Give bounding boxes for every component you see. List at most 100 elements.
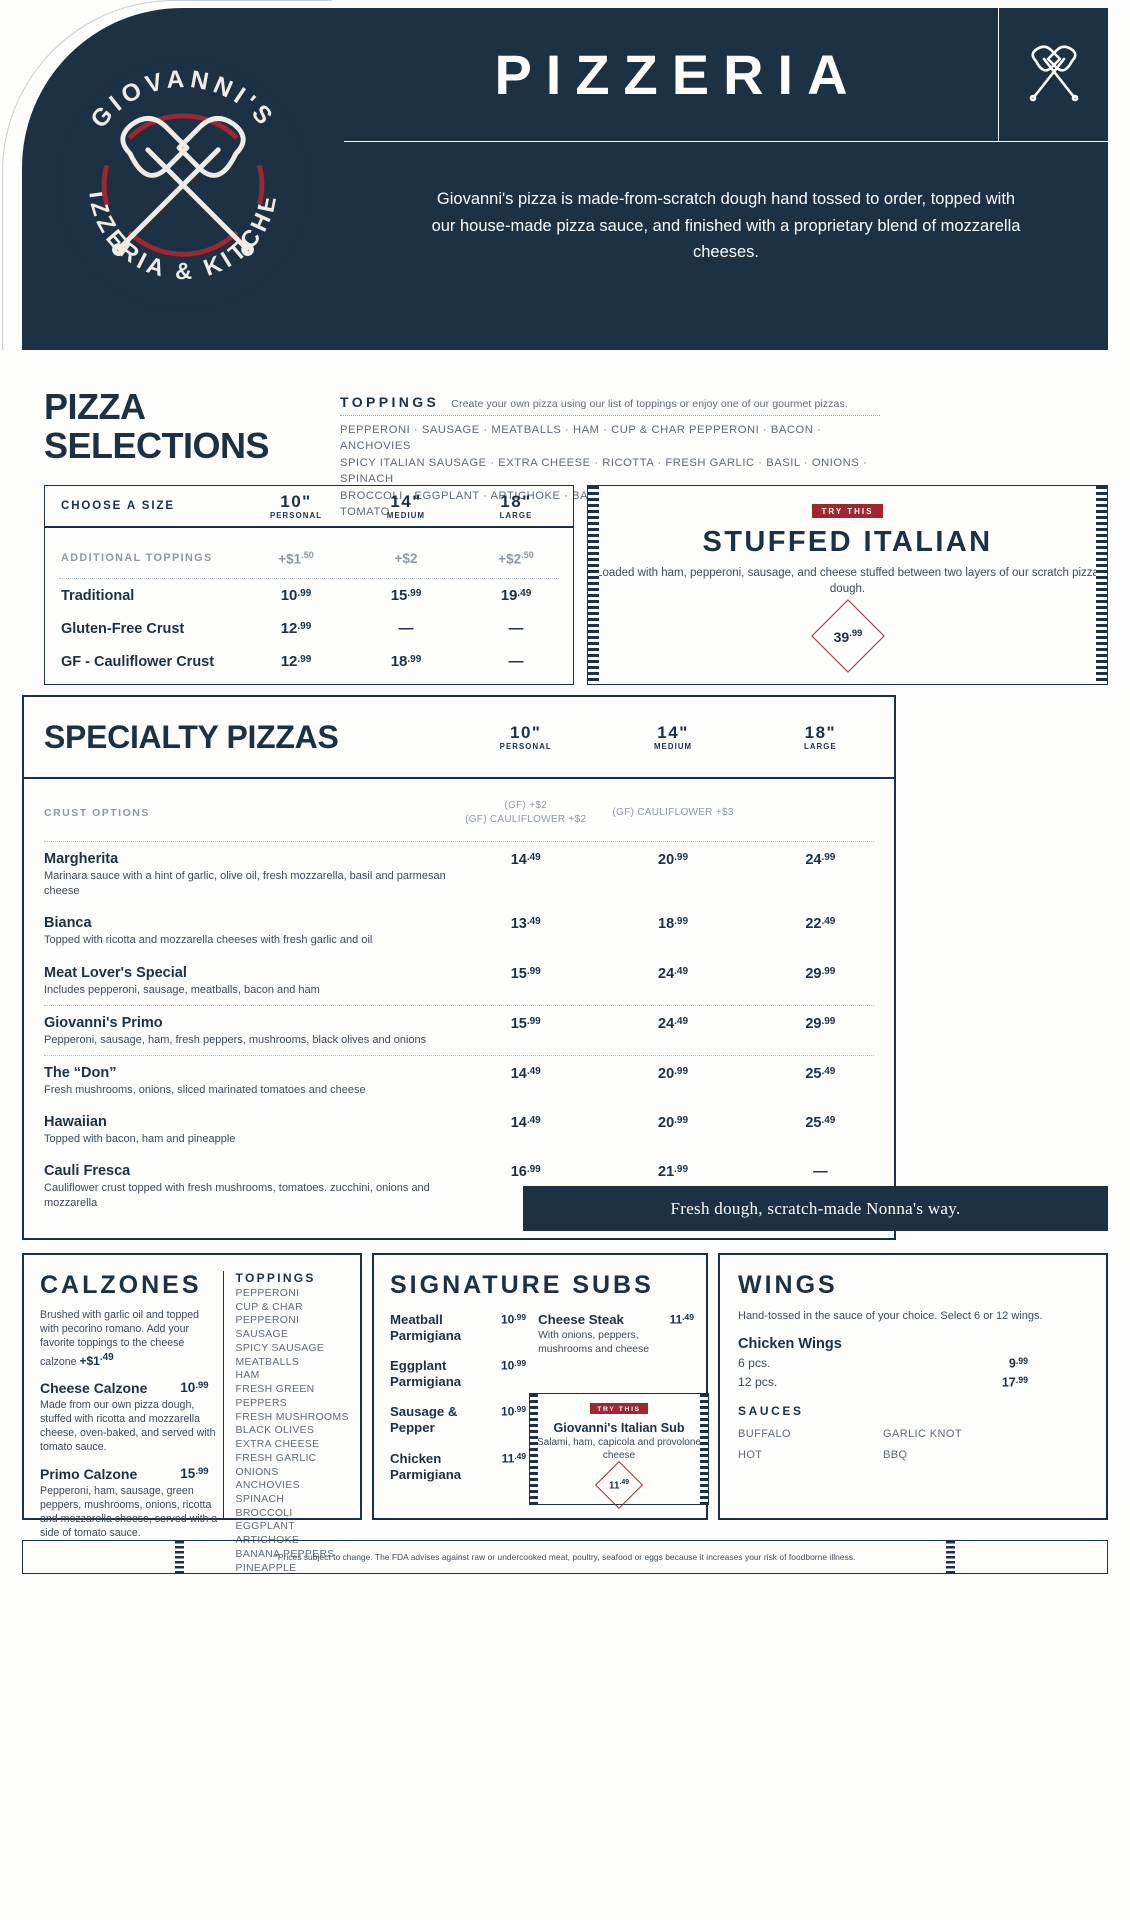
- topping-item: HAM: [235, 1370, 260, 1382]
- ladder-decoration-right: [700, 1394, 708, 1504]
- calzones-left-column: CALZONES Brushed with garlic oil and top…: [24, 1271, 221, 1539]
- wings-size-12: 12 pcs. 17.99: [738, 1374, 1028, 1390]
- topping-item: FRESH GREEN PEPPERS: [235, 1384, 315, 1409]
- nonna-banner: Fresh dough, scratch-made Nonna's way.: [523, 1186, 1108, 1231]
- italian-sub-description: Salami, ham, capicola and provolone chee…: [537, 1436, 701, 1461]
- toppings-line: SPICY ITALIAN SAUSAGE · EXTRA CHEESE · R…: [340, 456, 868, 486]
- topping-item: FRESH MUSHROOMS: [235, 1411, 349, 1423]
- subs-title: SIGNATURE SUBS: [390, 1271, 654, 1299]
- sub-item-sausage-pepper: Sausage & Pepper 10.99: [390, 1404, 527, 1436]
- sub-item-chicken-parmigiana: Chicken Parmigiana 11.49: [390, 1450, 527, 1482]
- toppings-subtext: Create your own pizza using our list of …: [451, 398, 848, 410]
- table-divider: [59, 578, 559, 579]
- sauces-heading: SAUCES: [738, 1404, 804, 1419]
- specialty-divider: [44, 1054, 874, 1056]
- stuffed-italian-price-diamond: 39.99: [810, 598, 885, 673]
- additional-price-medium: +$2: [394, 550, 418, 566]
- specialty-title: SPECIALTY PIZZAS: [44, 718, 339, 755]
- stuffed-italian-feature: TRY THIS STUFFED ITALIAN Loaded with ham…: [587, 485, 1108, 685]
- sub-item-cheese-steak: Cheese Steak With onions, peppers, mushr…: [538, 1312, 694, 1355]
- italian-sub-feature: TRY THIS Giovanni's Italian Sub Salami, …: [529, 1393, 709, 1509]
- crossed-peels-icon: [998, 8, 1108, 141]
- topping-item: BROCCOLI: [235, 1507, 293, 1519]
- giovannis-logo: GIOVANNI'S PIZZERIA & KITCHEN: [46, 48, 320, 322]
- wings-size-6: 6 pcs. 9.99: [738, 1355, 1028, 1371]
- topping-item: ANCHOVIES: [235, 1480, 300, 1492]
- calzone-toppings-column: TOPPINGS PEPPERONI CUP & CHAR PEPPERONI …: [222, 1271, 360, 1574]
- menu-header: GIOVANNI'S PIZZERIA & KITCHEN: [2, 0, 1108, 350]
- header-outline-arc: [2, 0, 332, 350]
- sauce-item: GARLIC KNOT: [883, 1428, 962, 1441]
- specialty-header: SPECIALTY PIZZAS 10" PERSONAL 14" MEDIUM…: [24, 697, 894, 779]
- sauces-list: BUFFALO GARLIC KNOT HOT BBQ: [738, 1424, 1028, 1466]
- ladder-decoration-right: [946, 1541, 955, 1573]
- stuffed-italian-price: 39.99: [833, 627, 862, 644]
- topping-item: CUP & CHAR PEPPERONI: [235, 1301, 303, 1327]
- size-table-header: CHOOSE A SIZE 10" PERSONAL 14" MEDIUM 18…: [45, 486, 573, 528]
- italian-sub-name: Giovanni's Italian Sub: [553, 1420, 685, 1435]
- ladder-decoration-left: [530, 1394, 538, 1504]
- wings-title: WINGS: [738, 1271, 838, 1299]
- sauce-item: BBQ: [883, 1449, 908, 1462]
- wings-section: WINGS Hand-tossed in the sauce of your c…: [718, 1253, 1108, 1520]
- toppings-heading-row: TOPPINGS Create your own pizza using our…: [340, 394, 880, 410]
- specialty-size-personal: 10" PERSONAL: [499, 723, 552, 751]
- calzones-section: CALZONES Brushed with garlic oil and top…: [22, 1253, 362, 1574]
- calzone-toppings-list: PEPPERONI CUP & CHAR PEPPERONI SAUSAGE S…: [228, 1287, 360, 1575]
- ladder-decoration-left: [175, 1541, 184, 1573]
- size-col-personal: 10" PERSONAL: [269, 492, 323, 520]
- specialty-divider: [44, 841, 874, 842]
- calzone-item-cheese: Cheese Calzone 10.99 Made from our own p…: [40, 1379, 216, 1454]
- crust-option-medium: (GF) CAULIFLOWER +$3: [612, 806, 734, 818]
- crust-row-traditional: Traditional 10.99 15.99 19.49: [61, 587, 532, 604]
- try-this-badge: TRY THIS: [590, 1403, 648, 1414]
- crust-options-label: CRUST OPTIONS: [44, 807, 150, 819]
- specialty-item-cauli-fresca: Cauli Fresca Cauliflower crust topped wi…: [44, 1163, 828, 1210]
- subs-column-1: Meatball Parmigiana 10.99 Eggplant Parmi…: [390, 1312, 538, 1497]
- pizza-selections-title: PIZZA SELECTIONS: [44, 386, 270, 466]
- calzone-toppings-heading: TOPPINGS: [235, 1271, 316, 1285]
- italian-sub-price-diamond: 11.49: [594, 1460, 644, 1509]
- header-title-panel: PIZZERIA Giovanni's pizza is made-from-s…: [344, 8, 1108, 350]
- specialty-pizzas-section: SPECIALTY PIZZAS 10" PERSONAL 14" MEDIUM…: [22, 695, 896, 1240]
- subs-column-2: Cheese Steak With onions, peppers, mushr…: [538, 1312, 706, 1497]
- title-row: PIZZERIA: [344, 8, 1108, 142]
- specialty-item-margherita: Margherita Marinara sauce with a hint of…: [44, 851, 836, 898]
- calzones-title: CALZONES: [40, 1271, 202, 1299]
- wings-note: Hand-tossed in the sauce of your choice.…: [738, 1310, 1043, 1322]
- topping-item: BANANA PEPPERS: [235, 1548, 335, 1560]
- specialty-item-hawaiian: Hawaiian Topped with bacon, ham and pine…: [44, 1114, 836, 1146]
- crust-option-personal: (GF) +$2 (GF) CAULIFLOWER +$2: [465, 799, 587, 826]
- calzone-item-primo: Primo Calzone 15.99 Pepperoni, ham, saus…: [40, 1465, 218, 1540]
- additional-toppings-row: ADDITIONAL TOPPINGS +$1.50 +$2 +$2.50: [45, 538, 573, 578]
- specialty-size-medium: 14" MEDIUM: [653, 723, 693, 751]
- topping-item: SPICY SAUSAGE: [235, 1342, 325, 1354]
- disclaimer-text: *Prices subject to change. The FDA advis…: [274, 1552, 856, 1562]
- specialty-item-the-don: The “Don” Fresh mushrooms, onions, slice…: [44, 1064, 836, 1096]
- toppings-heading: TOPPINGS: [340, 394, 440, 410]
- additional-price-large: +$2.50: [498, 549, 534, 567]
- topping-item: MEATBALLS: [235, 1356, 300, 1368]
- size-col-medium: 14" MEDIUM: [386, 492, 426, 520]
- size-col-large: 18" LARGE: [499, 492, 533, 520]
- calzones-topping-price: +$1.49: [79, 1351, 114, 1368]
- specialty-item-bianca: Bianca Topped with ricotta and mozzarell…: [44, 915, 836, 947]
- signature-subs-section: SIGNATURE SUBS Meatball Parmigiana 10.99…: [372, 1253, 709, 1520]
- stuffed-italian-description: Loaded with ham, pepperoni, sausage, and…: [596, 567, 1099, 596]
- sub-item-eggplant-parmigiana: Eggplant Parmigiana 10.99: [390, 1358, 527, 1390]
- specialty-divider: [44, 1004, 874, 1006]
- topping-item: PINEAPPLE: [235, 1562, 297, 1574]
- sauce-item: BUFFALO: [738, 1428, 791, 1441]
- additional-price-personal: +$1.50: [278, 549, 314, 567]
- toppings-line: PEPPERONI · SAUSAGE · MEATBALLS · HAM · …: [340, 424, 822, 453]
- stuffed-italian-title: STUFFED ITALIAN: [702, 526, 993, 558]
- sub-item-meatball-parmigiana: Meatball Parmigiana 10.99: [390, 1312, 527, 1344]
- topping-item: EGGPLANT: [235, 1521, 295, 1533]
- toppings-block: TOPPINGS Create your own pizza using our…: [340, 394, 880, 521]
- specialty-crust-options-row: CRUST OPTIONS (GF) +$2 (GF) CAULIFLOWER …: [24, 785, 894, 841]
- topping-item: ONIONS: [235, 1466, 279, 1478]
- crust-row-cauliflower: GF - Cauliflower Crust 12.99 18.99 —: [61, 653, 524, 670]
- calzones-note: Brushed with garlic oil and topped with …: [40, 1309, 200, 1368]
- page-title: PIZZERIA: [494, 43, 862, 106]
